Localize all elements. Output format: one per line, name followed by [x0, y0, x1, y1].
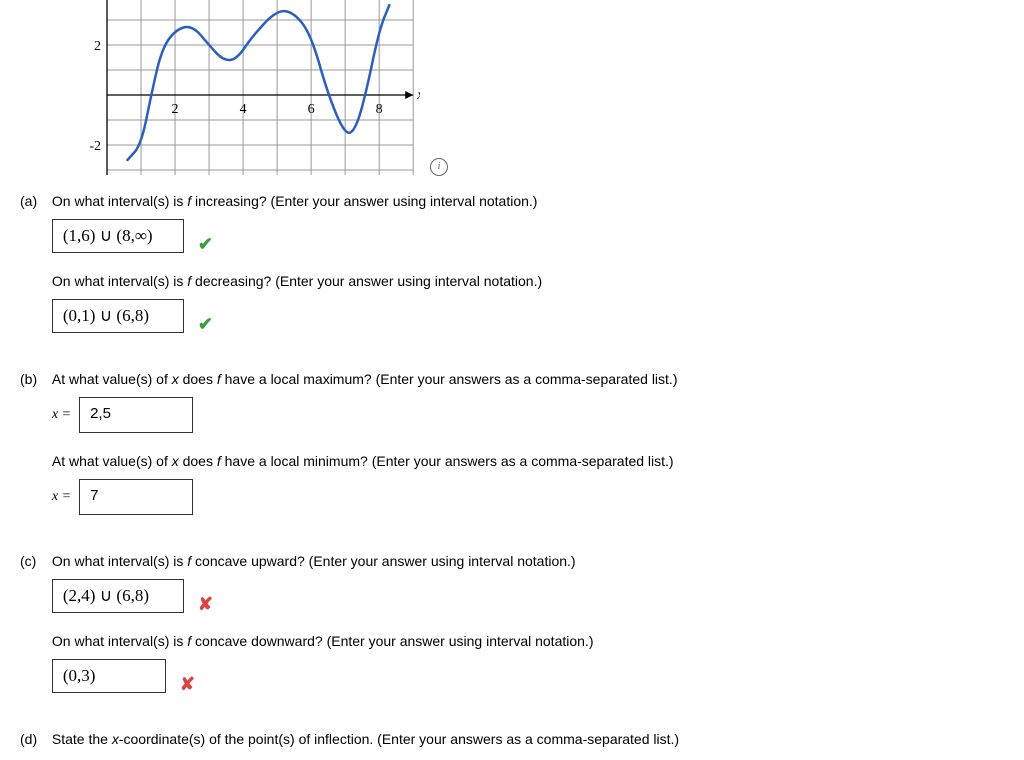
- cross-icon: ✘: [198, 594, 213, 615]
- part-a: (a) On what interval(s) is f increasing?…: [0, 193, 1024, 353]
- svg-text:4: 4: [240, 102, 247, 117]
- question-d1: State the x-coordinate(s) of the point(s…: [52, 731, 1002, 747]
- answer-row-b2: x = 7: [52, 479, 1002, 515]
- answer-input-c2[interactable]: (0,3): [52, 659, 166, 693]
- svg-text:-2: -2: [90, 139, 101, 154]
- part-c: (c) On what interval(s) is f concave upw…: [0, 553, 1024, 713]
- part-d-body: State the x-coordinate(s) of the point(s…: [52, 731, 1002, 757]
- x-equals-b1: x =: [52, 407, 71, 423]
- answer-row-c2: (0,3) ✘: [52, 659, 1002, 693]
- svg-text:6: 6: [308, 102, 315, 117]
- answer-input-b2[interactable]: 7: [79, 479, 193, 515]
- part-b-body: At what value(s) of x does f have a loca…: [52, 371, 1002, 535]
- svg-text:x: x: [416, 88, 420, 103]
- svg-text:2: 2: [172, 102, 179, 117]
- part-label-d: (d): [20, 731, 48, 747]
- svg-text:8: 8: [376, 102, 383, 117]
- part-d: (d) State the x-coordinate(s) of the poi…: [0, 731, 1024, 757]
- question-c1: On what interval(s) is f concave upward?…: [52, 553, 1002, 569]
- graph-region: x 2 4 6 8 -2 2 i: [90, 0, 1024, 175]
- answer-input-a1[interactable]: (1,6) ∪ (8,∞): [52, 219, 184, 253]
- check-icon: ✔: [198, 234, 213, 255]
- answer-row-a1: (1,6) ∪ (8,∞) ✔: [52, 219, 1002, 253]
- part-a-body: On what interval(s) is f increasing? (En…: [52, 193, 1002, 353]
- info-icon[interactable]: i: [430, 158, 448, 176]
- question-c2: On what interval(s) is f concave downwar…: [52, 633, 1002, 649]
- question-b2: At what value(s) of x does f have a loca…: [52, 453, 1002, 469]
- page: x 2 4 6 8 -2 2 i (a) On what interval(s) is f …: [0, 0, 1024, 757]
- cross-icon: ✘: [180, 674, 195, 695]
- part-label-b: (b): [20, 371, 48, 387]
- question-a2: On what interval(s) is f decreasing? (En…: [52, 273, 1002, 289]
- svg-text:2: 2: [94, 39, 101, 54]
- part-label-c: (c): [20, 553, 48, 569]
- answer-input-a2[interactable]: (0,1) ∪ (6,8): [52, 299, 184, 333]
- question-b1: At what value(s) of x does f have a loca…: [52, 371, 1002, 387]
- question-a1: On what interval(s) is f increasing? (En…: [52, 193, 1002, 209]
- answer-input-b1[interactable]: 2,5: [79, 397, 193, 433]
- answer-input-c1[interactable]: (2,4) ∪ (6,8): [52, 579, 184, 613]
- part-b: (b) At what value(s) of x does f have a …: [0, 371, 1024, 535]
- x-equals-b2: x =: [52, 489, 71, 505]
- function-graph: x 2 4 6 8 -2 2: [90, 0, 420, 175]
- answer-row-c1: (2,4) ∪ (6,8) ✘: [52, 579, 1002, 613]
- answer-row-b1: x = 2,5: [52, 397, 1002, 433]
- check-icon: ✔: [198, 314, 213, 335]
- part-label-a: (a): [20, 193, 48, 209]
- answer-row-a2: (0,1) ∪ (6,8) ✔: [52, 299, 1002, 333]
- part-c-body: On what interval(s) is f concave upward?…: [52, 553, 1002, 713]
